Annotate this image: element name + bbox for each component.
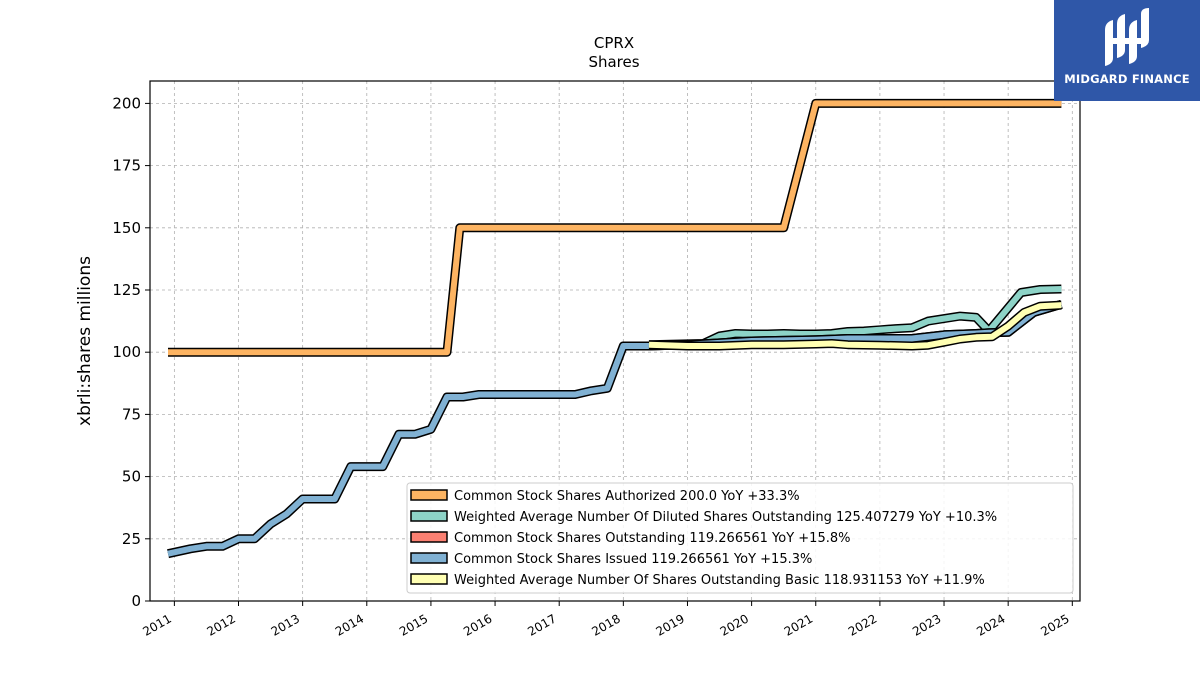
y-tick-label: 200 <box>112 94 141 112</box>
chart-series-group <box>167 98 1063 559</box>
legend-label: Common Stock Shares Outstanding 119.2665… <box>454 531 850 546</box>
y-tick-label: 0 <box>131 592 141 610</box>
legend-label: Common Stock Shares Issued 119.266561 Yo… <box>454 552 812 567</box>
series-line-4 <box>648 302 1062 349</box>
y-tick-label: 75 <box>122 405 141 423</box>
plot-frame <box>149 80 1081 602</box>
brand-logo: MIDGARD FINANCE <box>1054 0 1200 101</box>
x-tick-label: 2025 <box>1038 611 1071 638</box>
x-tick-label: 2017 <box>525 611 558 638</box>
x-tick-label: 2019 <box>654 611 687 638</box>
x-tick-label: 2023 <box>910 611 943 638</box>
series-line-1 <box>648 286 1062 348</box>
y-tick-label: 175 <box>112 157 141 175</box>
chart-legend: Common Stock Shares Authorized 200.0 YoY… <box>406 482 1074 594</box>
x-tick-label: 2013 <box>269 611 302 638</box>
legend-swatch <box>410 552 448 564</box>
chart-subtitle: Shares <box>588 53 639 71</box>
y-tick-label: 150 <box>112 219 141 237</box>
x-tick-label: 2015 <box>397 611 430 638</box>
x-tick-label: 2020 <box>718 611 751 638</box>
y-tick-label: 125 <box>112 281 141 299</box>
x-tick-label: 2018 <box>589 611 622 638</box>
x-tick-label: 2011 <box>140 611 173 638</box>
y-tick-label: 100 <box>112 343 141 361</box>
legend-swatch <box>410 489 448 501</box>
x-tick-label: 2022 <box>846 611 879 638</box>
x-tick-label: 2016 <box>461 611 494 638</box>
x-tick-label: 2012 <box>205 611 238 638</box>
y-axis-label: xbrli:shares millions <box>75 256 95 426</box>
legend-swatch <box>410 573 448 585</box>
legend-swatch <box>410 510 448 522</box>
chart-title: CPRX <box>594 34 634 52</box>
series-line-0 <box>168 100 1062 356</box>
x-tick-label: 2021 <box>782 611 815 638</box>
y-tick-label: 50 <box>122 468 141 486</box>
x-tick-label: 2014 <box>333 611 366 638</box>
legend-label: Weighted Average Number Of Diluted Share… <box>454 510 997 525</box>
legend-label: Common Stock Shares Authorized 200.0 YoY… <box>454 489 800 504</box>
legend-swatch <box>410 531 448 543</box>
legend-frame <box>406 482 1074 594</box>
midgard-logo-icon <box>1105 8 1149 66</box>
y-tick-label: 25 <box>122 530 141 548</box>
legend-label: Weighted Average Number Of Shares Outsta… <box>454 573 985 588</box>
series-line-3 <box>167 301 1063 557</box>
x-tick-label: 2024 <box>974 611 1007 638</box>
brand-name: MIDGARD FINANCE <box>1064 72 1190 86</box>
